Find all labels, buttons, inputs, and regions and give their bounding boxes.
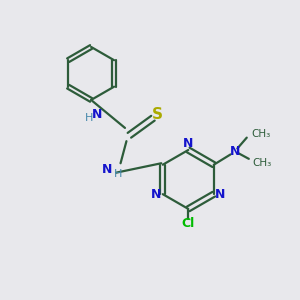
Text: H: H [85, 113, 93, 123]
Text: N: N [183, 137, 194, 150]
Text: N: N [230, 145, 240, 158]
Text: N: N [215, 188, 225, 201]
Text: CH₃: CH₃ [251, 129, 270, 139]
Text: N: N [102, 163, 112, 176]
Text: H: H [113, 169, 122, 178]
Text: N: N [151, 188, 161, 201]
Text: S: S [152, 107, 163, 122]
Text: N: N [92, 108, 102, 121]
Text: Cl: Cl [182, 217, 195, 230]
Text: CH₃: CH₃ [253, 158, 272, 168]
